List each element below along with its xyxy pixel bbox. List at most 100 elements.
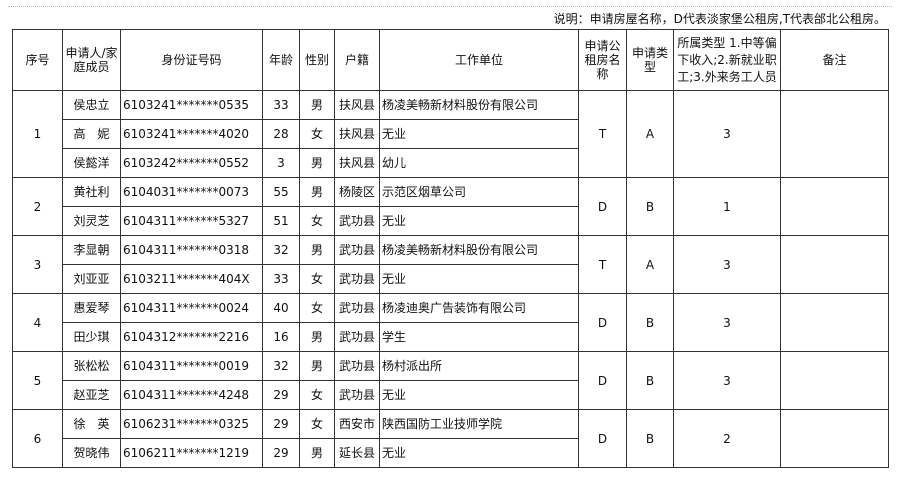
- age: 32: [262, 235, 300, 265]
- age: 29: [262, 409, 300, 439]
- apply-type: A: [626, 235, 674, 294]
- col-header-type: 申请类型: [626, 29, 674, 91]
- sex: 男: [299, 235, 335, 265]
- age: 29: [262, 438, 300, 468]
- sex: 男: [299, 351, 335, 381]
- apply-type: B: [626, 177, 674, 236]
- apply-type: B: [626, 351, 674, 410]
- member-name: 贺晓伟: [62, 438, 121, 468]
- work-unit: 杨凌美畅新材料股份有限公司: [379, 235, 579, 265]
- apply-type: B: [626, 409, 674, 468]
- category: 3: [673, 90, 781, 178]
- sex: 男: [299, 177, 335, 207]
- member-name: 李显朝: [62, 235, 121, 265]
- table-row: 3 李显朝 6104311*******0318 32 男武功县 杨凌美畅新材料股份有限公…: [12, 235, 889, 294]
- id-number: 6103242*******0552: [120, 148, 263, 178]
- table-row: 侯懿洋 6103242*******0552 3 男扶风县 幼儿: [13, 148, 889, 178]
- category: 3: [673, 351, 781, 410]
- id-number: 6103241*******4020: [120, 119, 263, 149]
- sex: 男: [299, 90, 335, 120]
- hukou: 武功县: [334, 380, 380, 410]
- house-name: D: [578, 409, 627, 468]
- remark: [780, 351, 889, 410]
- member-name: 侯忠立: [62, 90, 121, 120]
- age: 55: [262, 177, 300, 207]
- table-row: 高 妮 6103241*******4020 28 女扶风县 无业: [13, 119, 889, 149]
- row-number: 3: [12, 235, 63, 294]
- member-name: 赵亚芝: [62, 380, 121, 410]
- remark: [780, 409, 889, 468]
- hukou: 武功县: [334, 235, 380, 265]
- house-name: D: [578, 177, 627, 236]
- col-header-no: 序号: [12, 29, 63, 91]
- work-unit: 学生: [379, 322, 579, 352]
- table-note: 说明：申请房屋名称，D代表淡家堡公租房,T代表邰北公租房。: [553, 12, 886, 26]
- hukou: 西安市: [334, 409, 380, 439]
- category: 3: [673, 235, 781, 294]
- work-unit: 无业: [379, 119, 579, 149]
- sex: 男: [299, 322, 335, 352]
- sex: 女: [299, 409, 335, 439]
- member-name: 刘亚亚: [62, 264, 121, 294]
- house-name: T: [578, 235, 627, 294]
- sex: 女: [299, 293, 335, 323]
- hukou: 扶风县: [334, 90, 380, 120]
- col-header-hukou: 户籍: [334, 29, 380, 91]
- work-unit: 示范区烟草公司: [379, 177, 579, 207]
- work-unit: 陕西国防工业技师学院: [379, 409, 579, 439]
- col-header-work: 工作单位: [379, 29, 579, 91]
- apply-type: A: [626, 90, 674, 178]
- work-unit: 无业: [379, 380, 579, 410]
- id-number: 6104312*******2216: [120, 322, 263, 352]
- sex: 男: [299, 148, 335, 178]
- remark: [780, 235, 889, 294]
- sex: 女: [299, 119, 335, 149]
- house-name: D: [578, 351, 627, 410]
- work-unit: 幼儿: [379, 148, 579, 178]
- id-number: 6106231*******0325: [120, 409, 263, 439]
- table-row: 5 张松松 6104311*******0019 32 男武功县 杨村派出所 D B 3: [12, 351, 889, 410]
- id-number: 6104311*******5327: [120, 206, 263, 236]
- member-name: 惠爱琴: [62, 293, 121, 323]
- col-header-category: 所属类型 1.中等偏下收入;2.新就业职工;3.外来务工人员: [673, 29, 781, 91]
- work-unit: 无业: [379, 206, 579, 236]
- house-name: T: [578, 90, 627, 178]
- hukou: 杨陵区: [334, 177, 380, 207]
- member-name: 张松松: [62, 351, 121, 381]
- remark: [780, 293, 889, 352]
- sex: 男: [299, 438, 335, 468]
- work-unit: 无业: [379, 438, 579, 468]
- age: 33: [262, 264, 300, 294]
- row-number: 4: [12, 293, 63, 352]
- work-unit: 杨凌迪奥广告装饰有限公司: [379, 293, 579, 323]
- table-row: 1 侯忠立 6103241*******0535 33 男扶风县 杨凌美畅新材料股份有限公…: [12, 90, 889, 178]
- row-number: 1: [12, 90, 63, 178]
- col-header-sex: 性别: [299, 29, 335, 91]
- id-number: 6104031*******0073: [120, 177, 263, 207]
- apply-type: B: [626, 293, 674, 352]
- work-unit: 无业: [379, 264, 579, 294]
- id-number: 6104311*******0024: [120, 293, 263, 323]
- category: 2: [673, 409, 781, 468]
- top-divider: [8, 6, 892, 7]
- work-unit: 杨凌美畅新材料股份有限公司: [379, 90, 579, 120]
- member-name: 徐 英: [62, 409, 121, 439]
- table-row: 4 惠爱琴 6104311*******0024 40 女武功县 杨凌迪奥广告装饰有限公司…: [12, 293, 889, 352]
- id-number: 6104311*******0019: [120, 351, 263, 381]
- member-name: 刘灵芝: [62, 206, 121, 236]
- house-name: D: [578, 293, 627, 352]
- id-number: 6104311*******4248: [120, 380, 263, 410]
- hukou: 武功县: [334, 293, 380, 323]
- applicant-table: 序号 申请人/家庭成员 身份证号码 年龄 性别 户籍 工作单位 申请公租房名称 申请类型 所属类型…: [12, 29, 889, 468]
- sex: 女: [299, 264, 335, 294]
- col-header-house: 申请公租房名称: [578, 29, 627, 91]
- hukou: 武功县: [334, 206, 380, 236]
- col-header-id: 身份证号码: [120, 29, 263, 91]
- table-row: 2 黄社利 6104031*******0073 55 男杨陵区 示范区烟草公司 D B 1: [12, 177, 889, 236]
- age: 40: [262, 293, 300, 323]
- member-name: 田少琪: [62, 322, 121, 352]
- category: 3: [673, 293, 781, 352]
- age: 28: [262, 119, 300, 149]
- age: 3: [262, 148, 300, 178]
